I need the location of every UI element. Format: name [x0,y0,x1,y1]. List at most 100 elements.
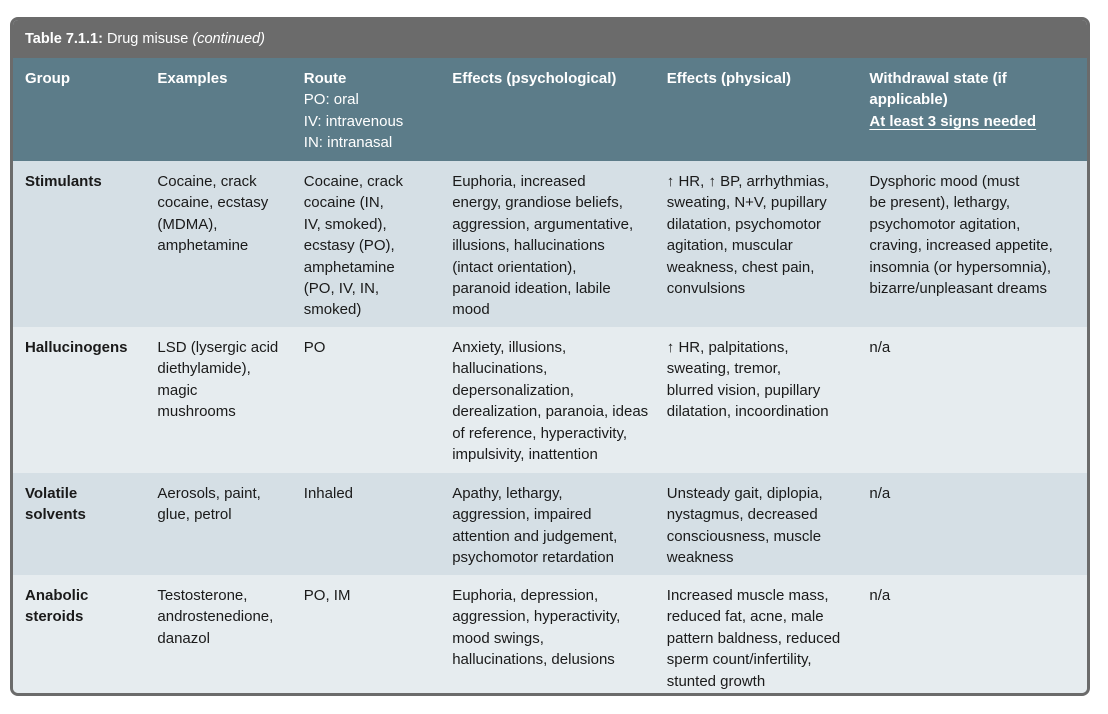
cell-line: danazol [157,629,210,647]
cell-line: amphetamine [157,237,249,255]
route-abbrev-oral: PO: oral [303,91,359,109]
cell-line: derealization, paranoia, ideas [452,403,649,421]
cell-effects-psych: Apathy, lethargy, aggression, impaired att… [452,473,667,575]
cell-group: Anabolic steroids [13,575,157,693]
caption-title: Drug misuse [106,31,189,47]
cell-line: n/a [869,587,891,604]
cell-line: Cocaine, crack [157,173,257,190]
cell-effects-phys: Increased muscle mass, reduced fat, acne,… [666,575,870,693]
cell-line: (intact orientation), [452,258,577,276]
cell-line: stunted growth [666,672,766,690]
cell-line: diethylamide), [157,360,251,378]
cell-line: psychomotor agitation, [869,215,1021,233]
caption-number: Table 7.1.1: [25,31,103,47]
cell-examples: Cocaine, crack cocaine, ecstasy (MDMA), amp… [157,161,303,327]
cell-line: Unsteady gait, diplopia, [666,485,823,502]
header-row: Group Examples Route PO: oral IV: intrav… [13,58,1087,161]
cell-line: craving, increased appetite, [869,237,1053,255]
cell-line: dilatation, incoordination [666,403,829,421]
table-row: Anabolic steroids Testosterone, androstened… [13,575,1087,693]
cell-withdrawal: n/a [869,473,1087,575]
cell-line: sweating, N+V, pupillary [666,194,827,212]
cell-line: Increased muscle mass, [666,587,829,604]
cell-line: (PO, IV, IN, [303,280,380,298]
cell-line: IV, smoked), [303,215,387,233]
table-row: Volatile solvents Aerosols, paint, glue, pe… [13,473,1087,575]
cell-line: PO [303,339,326,356]
cell-line: glue, petrol [157,506,232,524]
cell-line: illusions, hallucinations [452,237,605,255]
cell-line: Anabolic [25,587,89,604]
cell-line: psychomotor retardation [452,549,614,567]
cell-line: energy, grandiose beliefs, [452,194,623,212]
cell-line: convulsions [666,280,746,298]
cell-line: attention and judgement, [452,527,618,545]
cell-examples: Testosterone, androstenedione, danazol [157,575,303,693]
cell-line: reduced fat, acne, male [666,608,824,626]
cell-line: mood swings, [452,629,544,647]
cell-withdrawal: Dysphoric mood (must be present), letharg… [869,161,1087,327]
cell-line: ecstasy (PO), [303,237,395,255]
cell-line: aggression, hyperactivity, [452,608,621,626]
cell-line: cocaine, ecstasy [157,194,269,212]
header-effects-psych: Effects (psychological) [452,70,617,87]
cell-line: weakness, chest pain, [666,258,815,276]
cell-line: mushrooms [157,403,236,421]
cell-line: smoked) [303,301,362,319]
cell-line: Stimulants [25,173,102,190]
route-abbrev-in: IN: intranasal [303,134,393,152]
cell-line: agitation, muscular [666,237,793,255]
cell-line: steroids [25,608,84,626]
cell-line: hallucinations, delusions [452,651,615,669]
cell-effects-phys: ↑ HR, palpitations, sweating, tremor, blur… [667,327,870,473]
table-frame: Table 7.1.1: Drug misuse (continued) Gro… [10,17,1090,696]
cell-line: ↑ HR, ↑ BP, arrhythmias, [666,173,830,190]
cell-line: aggression, argumentative, [452,215,634,233]
cell-line: insomnia (or hypersomnia), [869,258,1052,276]
cell-route: Cocaine, crack cocaine (IN, IV, smoked), ec… [304,161,452,327]
cell-line: cocaine (IN, [303,194,384,212]
cell-line: amphetamine [303,258,395,276]
cell-line: Hallucinogens [25,339,128,356]
cell-effects-psych: Euphoria, increased energy, grandiose bel… [452,161,667,327]
header-effects-phys: Effects (physical) [666,70,792,87]
cell-withdrawal: n/a [869,575,1087,693]
cell-examples: LSD (lysergic acid diethylamide), magic mus… [157,327,303,473]
cell-line: ↑ HR, palpitations, [666,339,789,356]
cell-line: aggression, impaired [452,506,592,524]
cell-line: weakness [666,549,734,567]
route-abbrev-iv: IV: intravenous [303,112,404,130]
cell-effects-phys: Unsteady gait, diplopia, nystagmus, decre… [667,473,870,575]
cell-line: mood [452,301,490,319]
drug-misuse-table: Group Examples Route PO: oral IV: intrav… [13,58,1087,693]
cell-line: dilatation, psychomotor [666,215,822,233]
cell-effects-psych: Anxiety, illusions, hallucinations, depers… [452,327,667,473]
cell-effects-psych: Euphoria, depression, aggression, hyperac… [452,575,667,693]
cell-line: Cocaine, crack [303,173,404,190]
cell-line: hallucinations, [452,360,548,378]
header-group: Group [25,70,70,87]
cell-line: sperm count/infertility, [666,651,812,669]
caption-continued: (continued) [192,31,265,47]
cell-line: LSD (lysergic acid [157,339,279,356]
cell-line: depersonalization, [452,381,574,399]
cell-group: Hallucinogens [13,327,157,473]
cell-line: consciousness, muscle [666,527,822,545]
cell-route: PO [304,327,452,473]
cell-line: Volatile [25,485,78,502]
cell-examples: Aerosols, paint, glue, petrol [157,473,303,575]
cell-line: n/a [869,339,891,356]
cell-line: n/a [869,485,891,502]
cell-group: Volatile solvents [13,473,157,575]
cell-line: nystagmus, decreased [666,506,818,524]
cell-line: Euphoria, increased [452,173,586,190]
withdrawal-note: At least 3 signs needed [869,112,1037,130]
cell-line: Aerosols, paint, [157,485,261,502]
cell-line: paranoid ideation, labile [452,280,611,298]
cell-line: bizarre/unpleasant dreams [869,280,1047,298]
cell-line: blurred vision, pupillary [666,381,821,399]
cell-line: be present), lethargy, [869,194,1010,212]
cell-line: PO, IM [303,587,351,604]
table-row: Hallucinogens LSD (lysergic acid diethylam… [13,327,1087,473]
table-caption: Table 7.1.1: Drug misuse (continued) [13,20,1087,58]
